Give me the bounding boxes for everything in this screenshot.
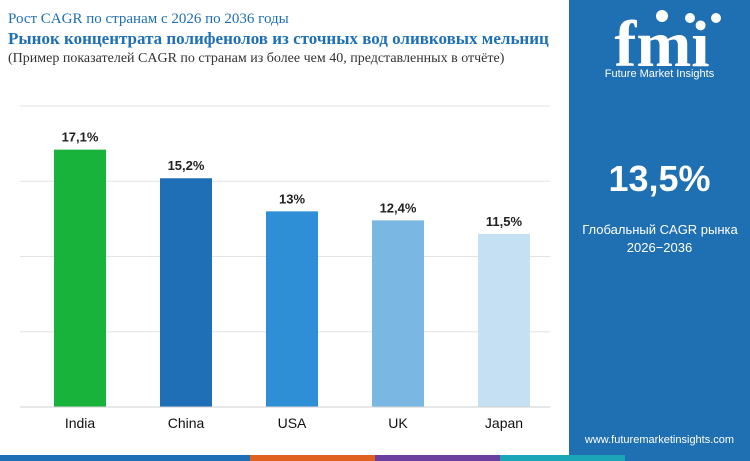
bottom-color-strip: [0, 455, 750, 461]
data-label: 11,5%: [486, 214, 523, 229]
chart-subtitle: (Пример показателей CAGR по странам из б…: [8, 51, 505, 66]
strip-segment: [500, 455, 625, 461]
strip-segment: [250, 455, 375, 461]
fmi-logo: fmi: [614, 8, 721, 81]
data-label: 13%: [279, 191, 305, 206]
x-tick-label: UK: [388, 415, 408, 431]
data-label: 15,2%: [168, 158, 205, 173]
strip-segment: [0, 455, 125, 461]
global-cagr-label: Глобальный CAGR рынка: [582, 222, 738, 237]
bar-uk: [372, 220, 424, 407]
bar-usa: [266, 211, 318, 407]
data-label: 12,4%: [380, 200, 417, 215]
x-tick-label: India: [65, 415, 96, 431]
chart-header: Рост CAGR по странам с 2026 по 2036 годы…: [8, 10, 563, 68]
bar-china: [160, 178, 212, 407]
strip-segment: [375, 455, 500, 461]
website-link[interactable]: www.futuremarketinsights.com: [584, 434, 735, 446]
x-tick-label: USA: [278, 415, 307, 431]
bar-japan: [478, 233, 530, 407]
bar-india: [54, 149, 106, 407]
info-panel: fmi Future Market Insights 13,5% Глобаль…: [569, 0, 750, 461]
globe-icon: [711, 13, 721, 23]
global-cagr-period: 2026−2036: [626, 240, 693, 255]
x-tick-label: China: [168, 415, 205, 431]
data-label: 17,1%: [62, 130, 99, 145]
chart-title: Рынок концентрата полифенолов из сточных…: [8, 29, 549, 48]
global-cagr-value: 13,5%: [608, 158, 711, 199]
brand-name: Future Market Insights: [604, 68, 715, 80]
x-tick-label: Japan: [485, 415, 523, 431]
bar-chart: 17,1% India 15,2% China 13% USA 12,4% UK 11,5% Ja…: [20, 105, 550, 431]
strip-segment: [125, 455, 250, 461]
globe-icon: [685, 13, 695, 23]
globe-icon: [656, 10, 668, 22]
strip-segment: [625, 455, 750, 461]
chart-kicker: Рост CAGR по странам с 2026 по 2036 годы: [8, 11, 289, 27]
